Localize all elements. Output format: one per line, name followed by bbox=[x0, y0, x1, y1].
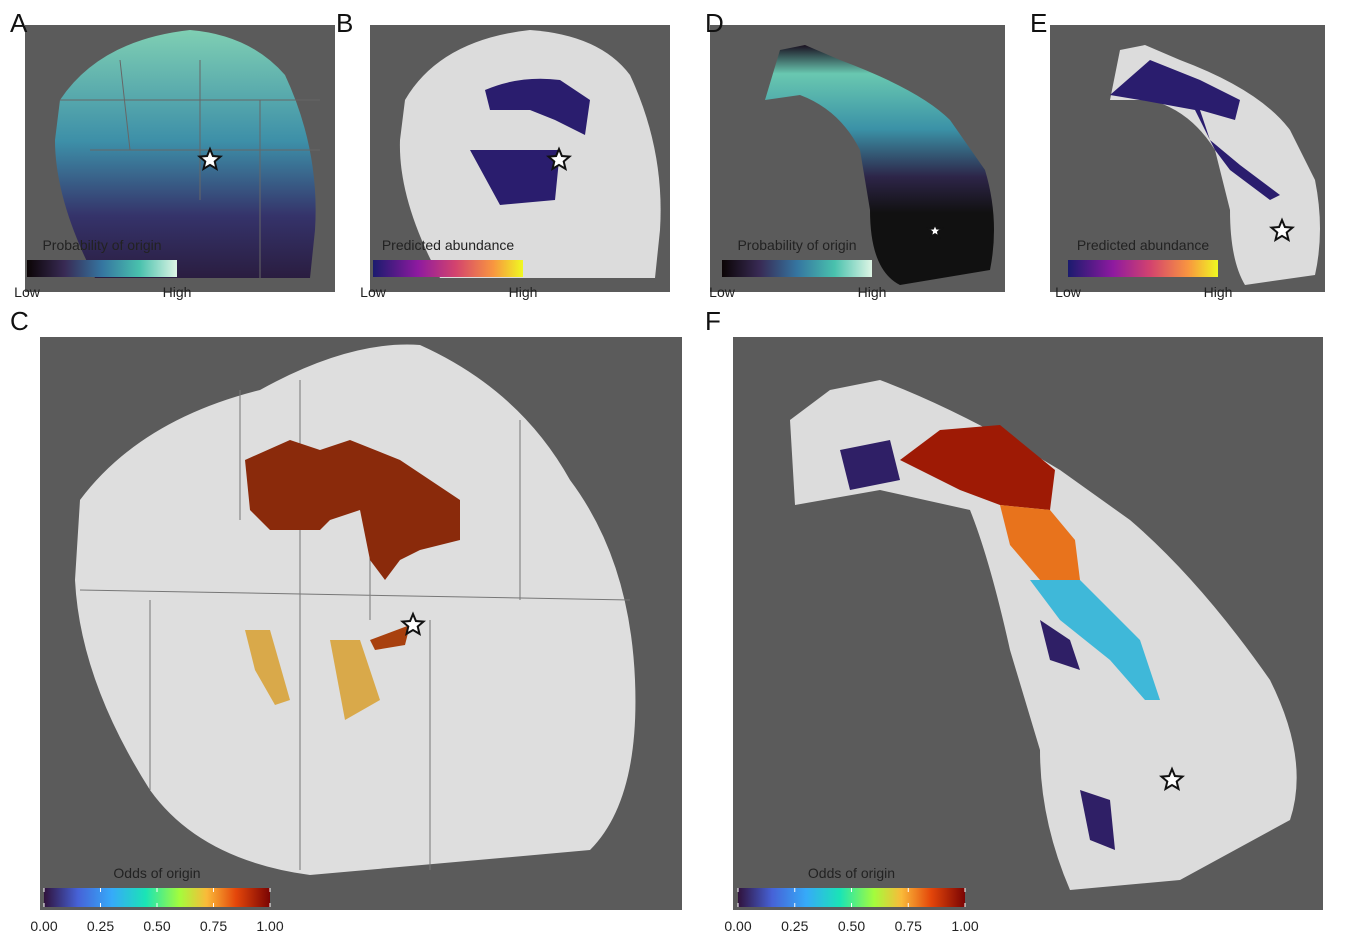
legend-high: High bbox=[1204, 284, 1233, 300]
legend-title: Odds of origin bbox=[808, 865, 895, 881]
colorbar bbox=[27, 260, 177, 277]
legend-title: Probability of origin bbox=[42, 237, 161, 253]
colorbar-tick-label: 0.25 bbox=[781, 918, 808, 934]
colorbar-tick-label: 0.75 bbox=[200, 918, 227, 934]
colorbar-tick-label: 0.75 bbox=[895, 918, 922, 934]
colorbar bbox=[722, 260, 872, 277]
panel-letter: E bbox=[1030, 8, 1047, 38]
colorbar-tick-label: 0.00 bbox=[724, 918, 751, 934]
legend-low: Low bbox=[1055, 284, 1082, 300]
panel-letter: B bbox=[336, 8, 353, 38]
colorbar-tick-label: 1.00 bbox=[951, 918, 978, 934]
colorbar-tick-label: 0.50 bbox=[143, 918, 170, 934]
legend-high: High bbox=[509, 284, 538, 300]
legend-low: Low bbox=[709, 284, 736, 300]
colorbar-tick-label: 0.50 bbox=[838, 918, 865, 934]
figure: A Probability of origin Low High B Predicted … bbox=[0, 0, 1355, 936]
panel-letter: A bbox=[10, 8, 28, 38]
legend-high: High bbox=[858, 284, 887, 300]
legend-high: High bbox=[163, 284, 192, 300]
colorbar-tick-label: 0.25 bbox=[87, 918, 114, 934]
panel-letter: D bbox=[705, 8, 724, 38]
legend-title: Odds of origin bbox=[113, 865, 200, 881]
legend-low: Low bbox=[360, 284, 387, 300]
colorbar bbox=[1068, 260, 1218, 277]
colorbar-tick-label: 1.00 bbox=[256, 918, 283, 934]
legend-title: Predicted abundance bbox=[1077, 237, 1210, 253]
legend-title: Predicted abundance bbox=[382, 237, 515, 253]
colorbar bbox=[373, 260, 523, 277]
panel-letter: F bbox=[705, 306, 721, 336]
legend-title: Probability of origin bbox=[737, 237, 856, 253]
colorbar-tick-label: 0.00 bbox=[30, 918, 57, 934]
legend-low: Low bbox=[14, 284, 41, 300]
panel-letter: C bbox=[10, 306, 29, 336]
